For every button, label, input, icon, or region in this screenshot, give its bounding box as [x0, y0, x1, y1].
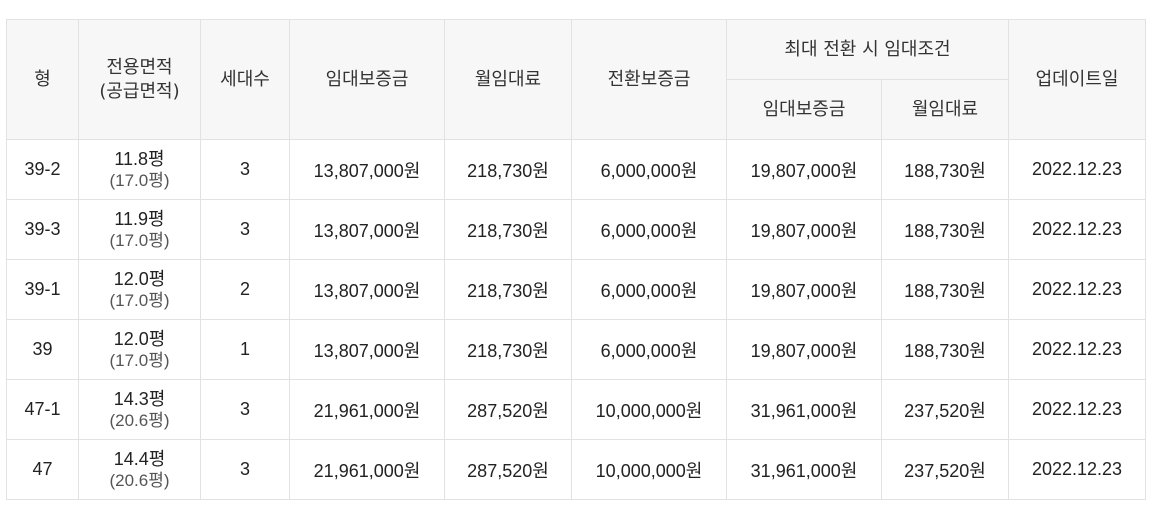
cell-monthly-rent: 218,730원	[444, 199, 572, 260]
cell-updated: 2022.12.23	[1008, 319, 1146, 380]
cell-monthly-rent: 218,730원	[444, 139, 572, 200]
cell-max-deposit: 19,807,000원	[726, 139, 882, 200]
header-area: 전용면적 (공급면적)	[78, 19, 201, 140]
table-row: 47 14.4평 (20.6평) 3 21,961,000원 287,520원 10,000…	[6, 439, 1146, 500]
table-row: 39-2 11.8평 (17.0평) 3 13,807,000원 218,730원 6,00…	[6, 139, 1146, 200]
cell-area: 14.4평 (20.6평)	[78, 439, 201, 500]
cell-max-deposit: 19,807,000원	[726, 259, 882, 320]
cell-exclusive-area: 11.8평	[114, 148, 165, 169]
cell-area: 12.0평 (17.0평)	[78, 319, 201, 380]
cell-supply-area: (17.0평)	[109, 170, 170, 190]
cell-max-monthly-rent: 237,520원	[881, 379, 1009, 440]
cell-type: 47-1	[6, 379, 79, 440]
cell-exclusive-area: 14.3평	[113, 388, 166, 409]
cell-updated: 2022.12.23	[1008, 199, 1146, 260]
cell-supply-area: (20.6평)	[109, 410, 170, 430]
cell-area: 11.8평 (17.0평)	[78, 139, 201, 200]
cell-exclusive-area: 14.4평	[113, 448, 166, 469]
cell-households: 3	[200, 439, 290, 500]
table-header: 형 전용면적 (공급면적) 세대수 임대보증금 월임대료 전환보증금 최대 전환…	[6, 19, 1146, 140]
cell-type: 39-3	[6, 199, 79, 260]
header-area-line1: 전용면적	[106, 56, 173, 78]
table-row: 39-3 11.9평 (17.0평) 3 13,807,000원 218,730원 6,00…	[6, 199, 1146, 260]
header-updated: 업데이트일	[1008, 19, 1146, 140]
cell-exclusive-area: 12.0평	[113, 268, 166, 289]
cell-area: 12.0평 (17.0평)	[78, 259, 201, 320]
cell-max-monthly-rent: 188,730원	[881, 199, 1009, 260]
cell-deposit: 13,807,000원	[289, 319, 445, 380]
cell-updated: 2022.12.23	[1008, 379, 1146, 440]
cell-exclusive-area: 12.0평	[113, 328, 166, 349]
cell-area: 11.9평 (17.0평)	[78, 199, 201, 260]
cell-deposit: 13,807,000원	[289, 139, 445, 200]
rental-table-container: 형 전용면적 (공급면적) 세대수 임대보증금 월임대료 전환보증금 최대 전환…	[6, 19, 1146, 500]
header-monthly-rent: 월임대료	[444, 19, 572, 140]
cell-max-deposit: 19,807,000원	[726, 199, 882, 260]
cell-updated: 2022.12.23	[1008, 259, 1146, 320]
cell-conversion-deposit: 6,000,000원	[571, 319, 727, 380]
cell-monthly-rent: 218,730원	[444, 259, 572, 320]
cell-max-monthly-rent: 188,730원	[881, 259, 1009, 320]
cell-conversion-deposit: 6,000,000원	[571, 199, 727, 260]
cell-supply-area: (20.6평)	[109, 470, 170, 490]
cell-exclusive-area: 11.9평	[114, 208, 165, 229]
cell-max-monthly-rent: 188,730원	[881, 139, 1009, 200]
header-area-line2: (공급면적)	[99, 80, 180, 102]
cell-type: 47	[6, 439, 79, 500]
header-conversion-deposit: 전환보증금	[571, 19, 727, 140]
cell-area: 14.3평 (20.6평)	[78, 379, 201, 440]
cell-conversion-deposit: 10,000,000원	[571, 379, 727, 440]
cell-supply-area: (17.0평)	[109, 350, 170, 370]
cell-conversion-deposit: 6,000,000원	[571, 259, 727, 320]
cell-max-deposit: 19,807,000원	[726, 319, 882, 380]
cell-max-deposit: 31,961,000원	[726, 439, 882, 500]
cell-deposit: 13,807,000원	[289, 259, 445, 320]
cell-max-deposit: 31,961,000원	[726, 379, 882, 440]
header-households: 세대수	[200, 19, 290, 140]
header-max-conversion: 최대 전환 시 임대조건	[726, 19, 1009, 80]
cell-monthly-rent: 218,730원	[444, 319, 572, 380]
cell-deposit: 13,807,000원	[289, 199, 445, 260]
cell-type: 39	[6, 319, 79, 380]
cell-updated: 2022.12.23	[1008, 139, 1146, 200]
cell-households: 1	[200, 319, 290, 380]
cell-households: 3	[200, 139, 290, 200]
cell-type: 39-1	[6, 259, 79, 320]
header-type: 형	[6, 19, 79, 140]
rental-conditions-table: 형 전용면적 (공급면적) 세대수 임대보증금 월임대료 전환보증금 최대 전환…	[6, 19, 1146, 500]
cell-monthly-rent: 287,520원	[444, 379, 572, 440]
cell-updated: 2022.12.23	[1008, 439, 1146, 500]
cell-households: 3	[200, 379, 290, 440]
cell-max-monthly-rent: 237,520원	[881, 439, 1009, 500]
header-max-deposit: 임대보증금	[726, 79, 882, 140]
cell-deposit: 21,961,000원	[289, 439, 445, 500]
table-row: 47-1 14.3평 (20.6평) 3 21,961,000원 287,520원 10,0…	[6, 379, 1146, 440]
header-max-monthly-rent: 월임대료	[881, 79, 1009, 140]
cell-supply-area: (17.0평)	[109, 290, 170, 310]
cell-monthly-rent: 287,520원	[444, 439, 572, 500]
cell-supply-area: (17.0평)	[109, 230, 170, 250]
table-row: 39 12.0평 (17.0평) 1 13,807,000원 218,730원 6,000,…	[6, 319, 1146, 380]
cell-max-monthly-rent: 188,730원	[881, 319, 1009, 380]
header-deposit: 임대보증금	[289, 19, 445, 140]
table-row: 39-1 12.0평 (17.0평) 2 13,807,000원 218,730원 6,00…	[6, 259, 1146, 320]
cell-deposit: 21,961,000원	[289, 379, 445, 440]
cell-households: 3	[200, 199, 290, 260]
table-body: 39-2 11.8평 (17.0평) 3 13,807,000원 218,730원 6,00…	[6, 139, 1146, 500]
cell-conversion-deposit: 10,000,000원	[571, 439, 727, 500]
cell-households: 2	[200, 259, 290, 320]
cell-conversion-deposit: 6,000,000원	[571, 139, 727, 200]
cell-type: 39-2	[6, 139, 79, 200]
